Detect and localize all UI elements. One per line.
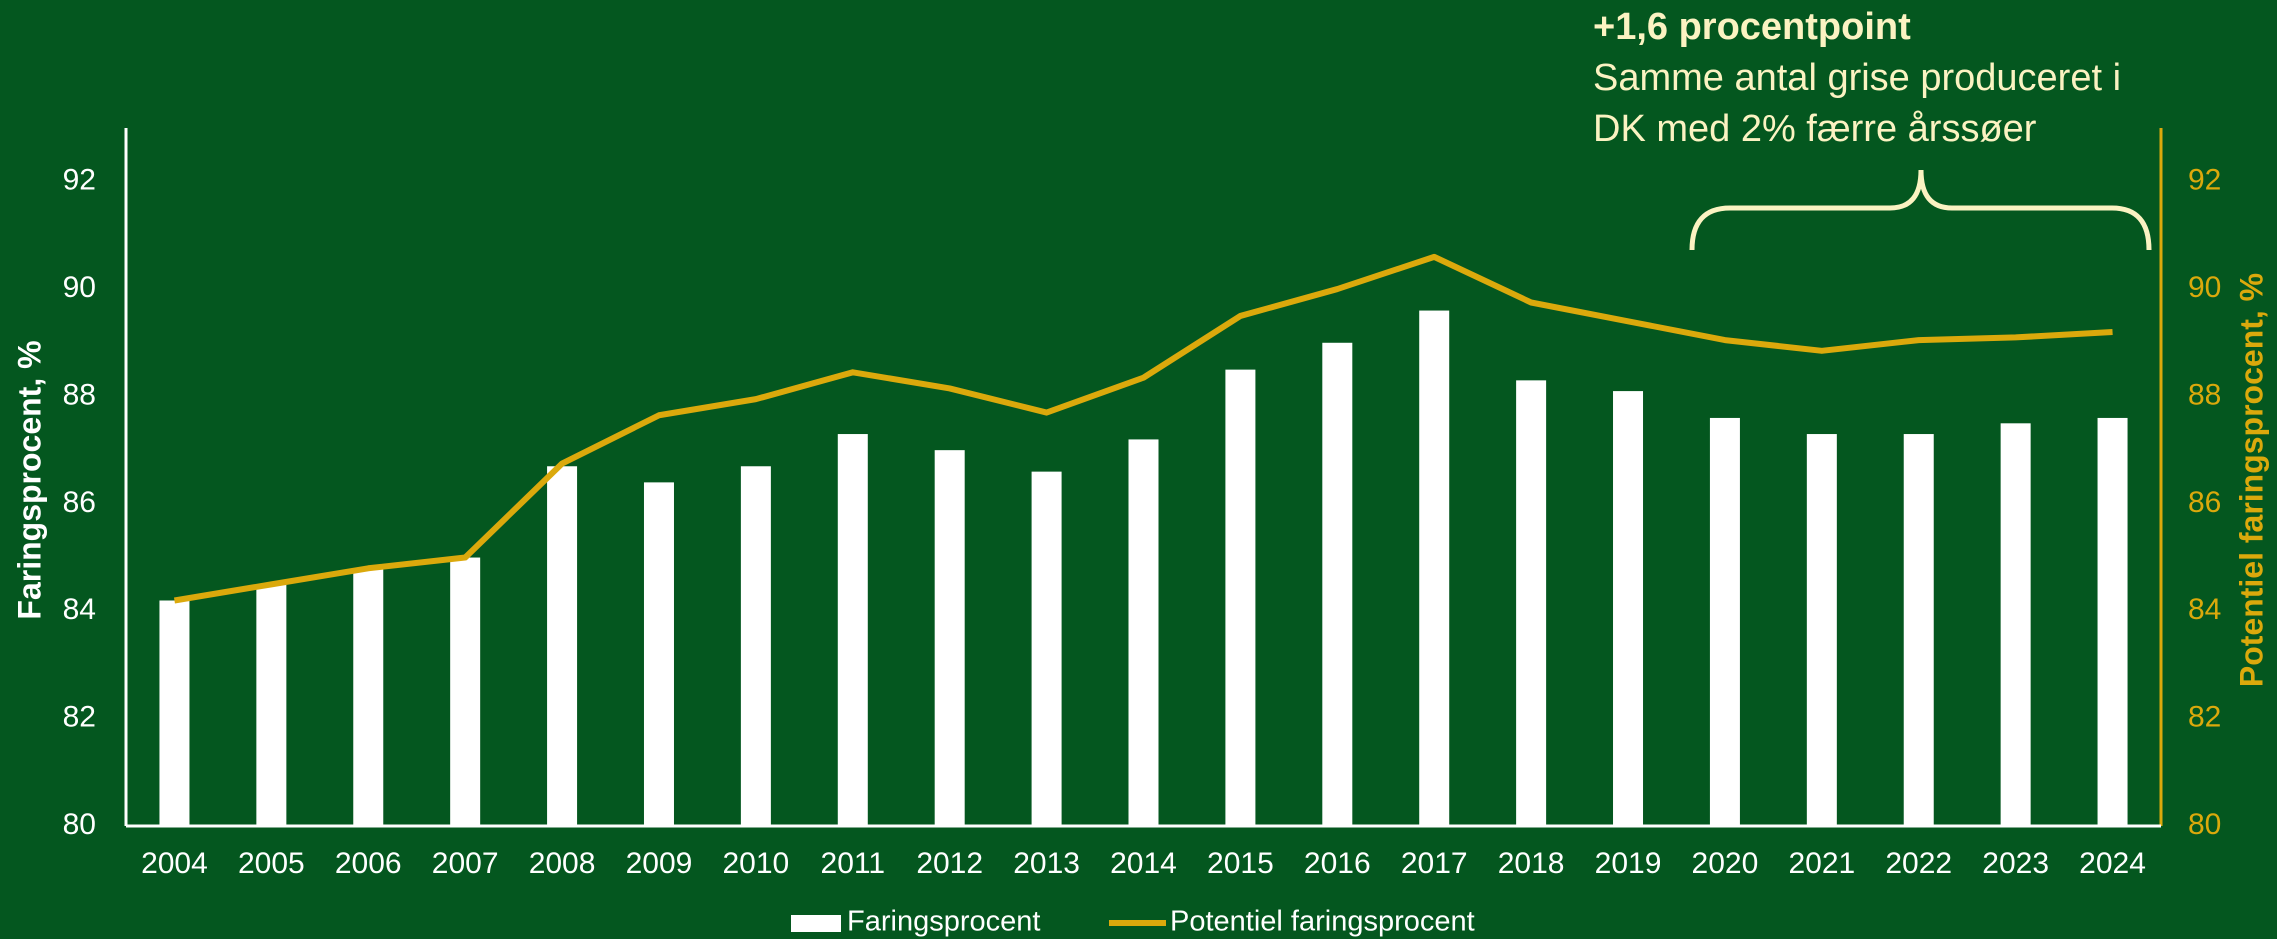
x-tick-label: 2015 [1207,847,1274,880]
legend-swatch [791,915,841,932]
y2-tick-label: 80 [2188,808,2221,841]
x-tick-label: 2021 [1788,847,1855,880]
bar [159,600,190,826]
x-tick-label: 2010 [723,847,790,880]
y-axis-label: Faringsprocent, % [11,340,47,619]
bar [1903,434,1934,826]
x-tick-label: 2011 [821,847,886,880]
legend-label: Faringsprocent [847,906,1040,938]
bar [353,568,384,826]
x-tick-label: 2017 [1401,847,1468,880]
x-tick-label: 2022 [1885,847,1952,880]
bar [643,482,674,826]
annotation-line: DK med 2% færre årssøer [1593,108,2037,150]
bar [1613,391,1644,826]
x-tick-label: 2004 [141,847,208,880]
x-tick-label: 2018 [1498,847,1565,880]
bar [1806,434,1837,826]
bar [547,466,578,826]
x-tick-label: 2019 [1595,847,1662,880]
y2-tick-label: 86 [2188,486,2221,519]
x-tick-label: 2005 [238,847,305,880]
y-tick-label: 80 [63,808,96,841]
x-tick-label: 2023 [1982,847,2049,880]
bar [1516,380,1547,826]
y2-tick-label: 88 [2188,378,2221,411]
bar [1031,471,1062,826]
y2-tick-label: 90 [2188,271,2221,304]
y2-tick-label: 82 [2188,701,2221,734]
bar [256,584,287,826]
annotation-line: Samme antal grise produceret i [1593,57,2121,99]
y-tick-label: 82 [63,701,96,734]
legend-label: Potentiel faringsprocent [1170,906,1475,938]
y2-axis-label: Potentiel faringsprocent, % [2233,273,2269,687]
bar [1419,310,1450,826]
x-tick-label: 2013 [1013,847,1080,880]
x-tick-label: 2014 [1110,847,1177,880]
x-tick-label: 2009 [626,847,693,880]
bar [837,434,868,826]
bar [1322,342,1353,826]
bar [934,450,965,826]
x-tick-label: 2008 [529,847,596,880]
y-tick-label: 88 [63,378,96,411]
bar [2097,417,2128,826]
x-tick-label: 2006 [335,847,402,880]
y-tick-label: 92 [63,164,96,197]
x-tick-label: 2020 [1692,847,1759,880]
y-tick-label: 86 [63,486,96,519]
x-tick-label: 2024 [2079,847,2146,880]
bar [740,466,771,826]
bar [1128,439,1159,826]
x-tick-label: 2007 [432,847,499,880]
brace [1689,169,2152,251]
bar [1709,417,1740,826]
bar [1225,369,1256,826]
line [173,253,2113,604]
bar [450,557,481,826]
bar [2000,423,2031,826]
y-tick-label: 84 [63,593,96,626]
x-tick-label: 2016 [1304,847,1371,880]
annotation-title: +1,6 procentpoint [1593,6,1911,48]
y2-tick-label: 84 [2188,593,2221,626]
x-tick-label: 2012 [916,847,983,880]
y2-tick-label: 92 [2188,164,2221,197]
y-tick-label: 90 [63,271,96,304]
